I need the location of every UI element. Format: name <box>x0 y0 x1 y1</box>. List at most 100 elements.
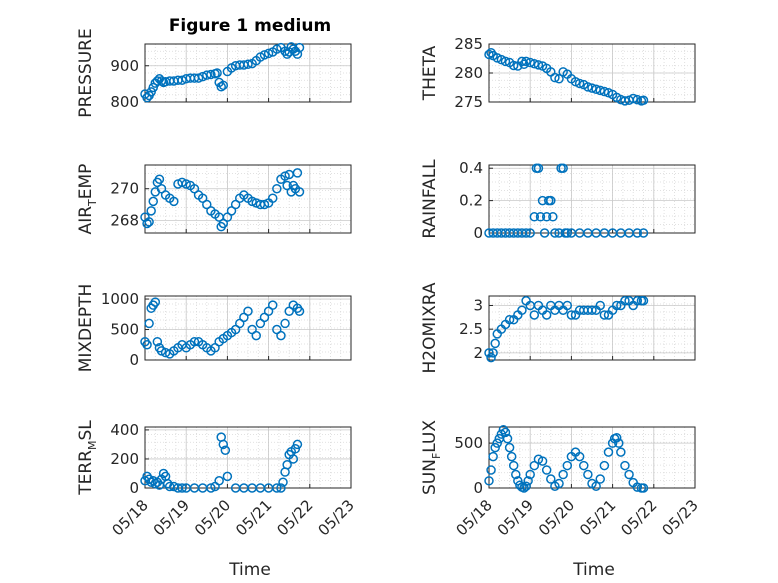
data-point <box>508 460 519 471</box>
subplot-6: 2 2.5 3 H2OMIXRA <box>420 282 696 374</box>
data-point <box>177 177 187 188</box>
data-point <box>294 306 305 316</box>
data-point <box>292 168 303 178</box>
data-point <box>583 469 593 480</box>
data-point <box>533 60 544 70</box>
x-tick-label: 05/19 <box>150 496 193 539</box>
data-point <box>146 87 156 97</box>
x-tick-label: 05/19 <box>494 496 537 539</box>
data-point <box>529 58 540 69</box>
data-point <box>574 451 585 462</box>
x-tick-label: 05/21 <box>232 496 275 539</box>
y-tick-label: 900 <box>110 57 139 75</box>
data-point <box>566 310 577 320</box>
y-tick-label: 275 <box>454 93 483 111</box>
x-tick-label: 05/22 <box>273 496 316 539</box>
data-point <box>517 305 527 315</box>
data-point <box>519 483 529 493</box>
data-point <box>486 465 496 475</box>
data-point <box>541 212 552 222</box>
y-tick-label: 2.5 <box>459 320 483 338</box>
data-point <box>146 477 156 487</box>
data-point <box>614 438 624 448</box>
data-point <box>280 171 290 181</box>
y-tick-label: 0 <box>473 224 483 242</box>
y-axis-label: MIXDEPTH <box>76 284 96 373</box>
data-point <box>562 460 573 471</box>
subplot-8: 0 500 SUNFLUX 05/1805/1905/2005/2105/2205/2… <box>420 420 702 540</box>
data-point <box>486 352 496 363</box>
data-point <box>146 206 156 216</box>
data-point <box>587 83 597 93</box>
data-point <box>541 465 552 475</box>
data-point <box>550 72 560 83</box>
y-axis-label: AIRTEMP <box>76 164 99 235</box>
data-point <box>144 217 154 227</box>
y-tick-label: 200 <box>110 450 139 468</box>
data-point <box>595 300 605 311</box>
data-point <box>599 86 610 97</box>
data-point <box>220 445 231 455</box>
data-point <box>189 336 200 347</box>
data-point <box>638 95 649 106</box>
data-point <box>276 330 286 341</box>
y-tick-label: 1000 <box>101 290 139 308</box>
x-tick-label: 05/20 <box>535 496 578 539</box>
data-point <box>500 427 511 438</box>
data-point <box>611 433 622 443</box>
data-point <box>595 85 605 96</box>
data-point <box>267 193 278 203</box>
data-point <box>169 196 179 207</box>
data-point <box>484 348 494 358</box>
data-point <box>218 439 229 450</box>
data-point <box>142 218 152 229</box>
data-point <box>181 179 191 189</box>
figure-title: Figure 1 medium <box>169 16 331 36</box>
data-point <box>504 442 515 453</box>
data-point <box>282 460 292 470</box>
data-point <box>243 59 253 70</box>
y-axis-label: H2OMIXRA <box>420 282 440 373</box>
data-point <box>197 71 208 82</box>
data-point <box>278 477 288 487</box>
data-point <box>508 60 519 71</box>
data-point <box>500 56 511 67</box>
data-point <box>529 212 540 222</box>
subplot-1: 800 900 PRESSURE <box>76 28 352 118</box>
data-point <box>541 310 552 320</box>
data-point <box>272 183 282 194</box>
data-point <box>620 96 630 106</box>
y-tick-label: 285 <box>454 35 483 53</box>
data-point <box>535 212 546 222</box>
x-tick-label: 05/23 <box>659 496 702 539</box>
data-point <box>591 84 601 94</box>
data-point <box>521 56 531 67</box>
axes-box <box>144 295 352 361</box>
y-axis-label: RAINFALL <box>420 159 440 239</box>
data-point <box>583 82 593 92</box>
data-point <box>537 456 548 466</box>
data-point <box>579 460 589 471</box>
y-tick-label: 500 <box>454 434 483 452</box>
y-tick-label: 280 <box>454 64 483 82</box>
y-axis-label: THETA <box>420 45 440 101</box>
data-point <box>488 451 498 462</box>
data-point <box>193 73 204 83</box>
data-point <box>511 469 521 480</box>
x-tick-label: 05/21 <box>576 496 619 539</box>
axes-box <box>488 43 696 103</box>
data-point <box>294 42 305 53</box>
y-tick-label: 2 <box>473 344 483 362</box>
data-point <box>603 447 614 457</box>
data-point <box>282 49 292 59</box>
data-point <box>587 305 597 315</box>
data-point <box>574 78 585 89</box>
data-point <box>638 295 649 306</box>
data-point <box>632 94 643 105</box>
data-point <box>506 451 517 462</box>
data-point <box>632 295 643 306</box>
data-point <box>290 444 301 454</box>
data-point <box>638 483 649 493</box>
data-point <box>267 300 278 310</box>
